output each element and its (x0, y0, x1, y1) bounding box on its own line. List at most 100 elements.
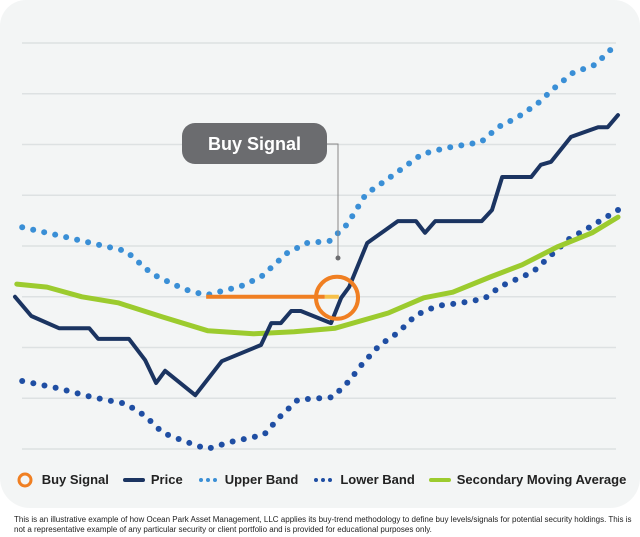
upper-band-dot (580, 66, 587, 73)
lower-band-dot (327, 394, 334, 401)
callout-connector-dot (335, 255, 341, 261)
upper-band-dot (136, 259, 143, 266)
legend-item-lower-band: Lower Band (312, 472, 415, 487)
upper-band-dot (535, 99, 542, 106)
solid-line-icon (122, 473, 145, 487)
lower-band-dot (512, 276, 519, 283)
lower-band-dot (262, 430, 269, 437)
upper-band-dot (41, 229, 48, 236)
lower-band-dot (207, 444, 214, 451)
upper-band-dot (560, 77, 567, 84)
upper-band-dot (517, 112, 524, 119)
lower-band-dot (119, 400, 126, 407)
lower-band-dot (492, 287, 499, 294)
upper-band-dot (52, 231, 59, 238)
lower-band-dot (575, 230, 582, 237)
upper-band-dot (396, 167, 403, 174)
upper-band-dot (599, 54, 606, 61)
upper-band-dot (118, 246, 125, 253)
upper-band-dot (294, 244, 301, 251)
upper-band-dot (342, 222, 349, 229)
upper-band-dot (488, 129, 495, 136)
buy-signal-callout-label: Buy Signal (208, 134, 301, 154)
upper-band-dot (507, 117, 514, 124)
legend-item-upper-band: Upper Band (197, 472, 299, 487)
upper-band-dot (447, 144, 454, 151)
upper-band-dot (85, 239, 92, 246)
callout-connector (327, 143, 339, 258)
lower-band-dot (373, 345, 380, 352)
upper-band-dot (267, 265, 274, 272)
upper-band-dot (63, 234, 70, 241)
upper-band-dot (369, 186, 376, 193)
lower-band-dot (52, 384, 59, 391)
lower-band-dot (391, 331, 398, 338)
dotted-line-icon (312, 473, 334, 487)
upper-band-dot (217, 288, 224, 295)
legend-label: Price (150, 472, 183, 487)
upper-band-dot (174, 282, 181, 289)
upper-band-dot (153, 273, 160, 280)
chart-panel (0, 0, 640, 508)
upper-band-dots (19, 47, 614, 298)
upper-band-dot (349, 213, 356, 220)
legend-item-secondary-moving-average: Secondary Moving Average (428, 472, 627, 487)
lower-band-dot (175, 435, 182, 442)
price-line (13, 113, 620, 398)
upper-band-dot (304, 239, 311, 246)
upper-band-dot (569, 70, 576, 77)
upper-band-dot (163, 278, 170, 285)
upper-band-dot (144, 267, 151, 274)
lower-band-dot (532, 266, 539, 273)
lower-band-dot (285, 405, 292, 412)
legend: Buy Signal Price Upper Band Lower Band S… (0, 472, 640, 487)
lower-band-dot (358, 362, 365, 369)
lower-band-dot (595, 218, 602, 225)
lower-band-dot (316, 395, 323, 402)
legend-label: Upper Band (224, 472, 299, 487)
upper-band-dot (406, 160, 413, 167)
upper-band-dot (479, 137, 486, 144)
lower-band-dot (85, 393, 92, 400)
upper-band-dot (526, 106, 533, 113)
upper-band-dot (74, 236, 81, 243)
lower-band-dot (351, 371, 358, 378)
lower-band-dot (450, 300, 457, 307)
upper-band-dot (107, 244, 114, 251)
legend-label: Buy Signal (41, 472, 109, 487)
legend-item-price: Price (122, 472, 183, 487)
lower-band-dots (19, 207, 621, 451)
dotted-line-icon (197, 473, 219, 487)
upper-band-dot (552, 84, 559, 91)
upper-band-dot (127, 252, 134, 259)
lower-band-dot (218, 441, 225, 448)
lower-band-dot (107, 397, 114, 404)
lower-band-dot (19, 378, 26, 384)
lower-band-dot (366, 353, 373, 360)
upper-band-dot (458, 142, 465, 149)
lower-band-dot (240, 436, 247, 443)
upper-band-dot (361, 194, 368, 201)
upper-band-dot (259, 272, 266, 279)
lower-band-dot (344, 379, 351, 386)
upper-band-dot (238, 282, 245, 289)
lower-band-dot (483, 294, 490, 301)
upper-band-dot (326, 237, 333, 244)
solid-line-icon (428, 473, 451, 487)
lower-band-dot (400, 324, 407, 331)
lower-band-dot (147, 418, 154, 425)
legend-label: Secondary Moving Average (456, 472, 627, 487)
upper-band-dot (415, 153, 422, 160)
lower-band-dot (408, 316, 415, 323)
lower-band-dot (197, 443, 204, 450)
lower-band-dot (472, 297, 479, 304)
lower-band-dot (277, 413, 284, 420)
lower-band-dot (428, 305, 435, 312)
lower-band-dot (605, 212, 612, 219)
chart: Buy Signal (13, 42, 621, 451)
upper-band-dot (425, 149, 432, 156)
upper-band-dot (543, 91, 550, 98)
upper-band-dot (284, 250, 291, 257)
lower-band-dot (461, 299, 468, 306)
lower-band-dot (155, 425, 162, 432)
